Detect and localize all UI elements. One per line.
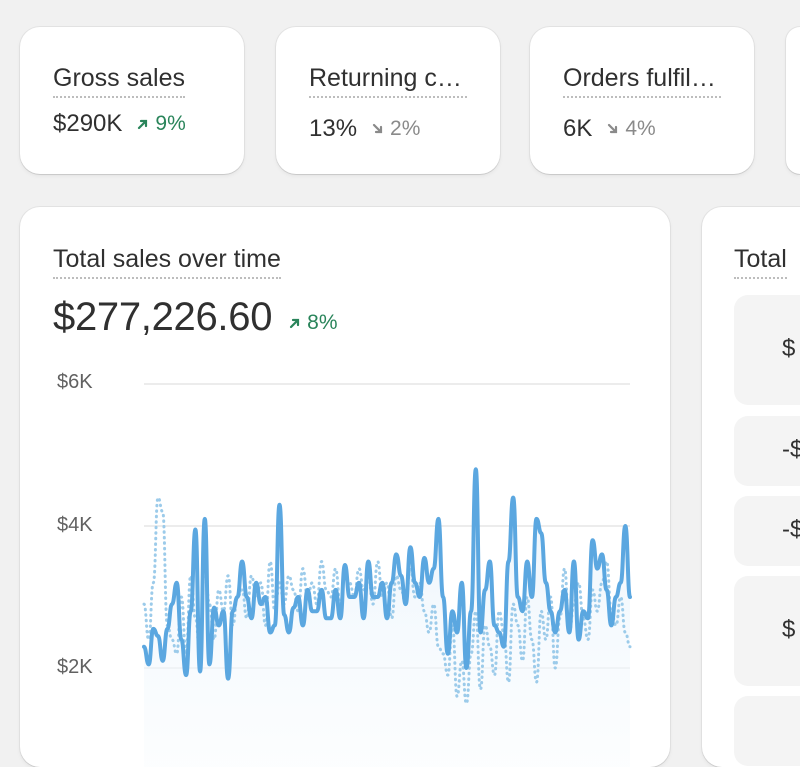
total-sales-delta-value: 8% — [307, 311, 338, 334]
metric-value: 13% — [309, 115, 358, 142]
series-area — [144, 469, 630, 767]
metric-card-orders-fulfilled[interactable]: Orders fulfilled 6K 4% — [530, 27, 754, 174]
arrow-down-right-icon — [608, 123, 618, 134]
breakdown-row[interactable] — [734, 696, 800, 766]
breakdown-title[interactable]: Total — [734, 245, 787, 279]
metric-value: $290K — [53, 110, 123, 137]
metric-title[interactable]: Gross sales — [53, 64, 185, 98]
breakdown-row[interactable]: $ — [734, 576, 800, 686]
breakdown-row[interactable]: -$ — [734, 416, 800, 486]
metric-card-gross-sales[interactable]: Gross sales $290K 9% — [20, 27, 244, 174]
metric-card-partial[interactable] — [786, 27, 800, 174]
total-sales-card: Total sales over time $277,226.60 8% $6K… — [20, 207, 670, 767]
breakdown-row-value: -$ — [782, 516, 800, 543]
metric-delta: 4% — [606, 117, 656, 141]
metric-value: 6K — [563, 115, 593, 142]
total-sales-title[interactable]: Total sales over time — [53, 245, 281, 279]
breakdown-row[interactable]: -$ — [734, 496, 800, 566]
breakdown-row-value: $ — [782, 335, 796, 362]
y-tick-label: $4K — [57, 514, 93, 536]
arrow-up-right-icon — [138, 119, 148, 130]
arrow-up-right-icon — [290, 318, 300, 329]
breakdown-row[interactable]: $ — [734, 295, 800, 405]
metric-delta: 2% — [371, 117, 420, 141]
total-sales-value: $277,226.60 — [53, 295, 273, 339]
metric-delta-value: 2% — [390, 117, 421, 140]
y-tick-label: $2K — [57, 656, 93, 678]
metric-title[interactable]: Orders fulfilled — [563, 64, 721, 98]
total-sales-delta: 8% — [288, 311, 338, 335]
sales-line-chart[interactable] — [20, 207, 670, 767]
metric-card-returning-customer-rate[interactable]: Returning customer rate 13% 2% — [276, 27, 500, 174]
breakdown-row-value: $ — [782, 616, 796, 643]
metric-delta-value: 4% — [625, 117, 656, 140]
metric-delta-value: 9% — [155, 112, 186, 135]
metric-title[interactable]: Returning customer rate — [309, 64, 467, 98]
series-line-current — [142, 467, 632, 681]
y-tick-label: $6K — [57, 371, 93, 393]
metric-delta: 9% — [136, 112, 186, 136]
breakdown-row-value: -$ — [782, 436, 800, 463]
arrow-down-right-icon — [372, 123, 383, 134]
